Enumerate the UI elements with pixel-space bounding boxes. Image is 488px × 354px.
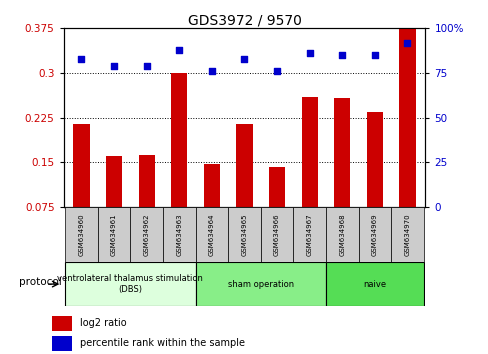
Text: protocol: protocol xyxy=(19,277,61,287)
Point xyxy=(240,56,248,62)
Bar xyxy=(203,164,220,207)
Bar xyxy=(358,207,390,262)
Bar xyxy=(65,262,195,306)
Bar xyxy=(399,28,415,207)
Text: GSM634968: GSM634968 xyxy=(339,213,345,256)
Text: GSM634966: GSM634966 xyxy=(274,213,280,256)
Bar xyxy=(52,316,72,331)
Text: naive: naive xyxy=(363,280,386,289)
Bar xyxy=(73,124,89,207)
Text: GSM634967: GSM634967 xyxy=(306,213,312,256)
Text: GSM634961: GSM634961 xyxy=(111,213,117,256)
Bar xyxy=(268,167,285,207)
Text: ventrolateral thalamus stimulation
(DBS): ventrolateral thalamus stimulation (DBS) xyxy=(58,274,203,294)
Bar xyxy=(138,155,155,207)
Point xyxy=(370,52,378,58)
Bar xyxy=(130,207,163,262)
Point xyxy=(78,56,85,62)
Point xyxy=(338,52,346,58)
Text: GSM634964: GSM634964 xyxy=(208,213,214,256)
Title: GDS3972 / 9570: GDS3972 / 9570 xyxy=(187,13,301,27)
Bar xyxy=(52,336,72,350)
Bar xyxy=(163,207,195,262)
Text: GSM634965: GSM634965 xyxy=(241,213,247,256)
Point xyxy=(273,68,281,74)
Bar xyxy=(325,207,358,262)
Bar xyxy=(366,112,382,207)
Bar xyxy=(228,207,260,262)
Bar xyxy=(195,262,325,306)
Bar xyxy=(293,207,325,262)
Point xyxy=(142,63,150,69)
Bar xyxy=(65,207,98,262)
Text: GSM634962: GSM634962 xyxy=(143,213,149,256)
Bar xyxy=(236,124,252,207)
Bar xyxy=(390,207,423,262)
Point xyxy=(175,47,183,53)
Text: percentile rank within the sample: percentile rank within the sample xyxy=(80,338,244,348)
Text: GSM634969: GSM634969 xyxy=(371,213,377,256)
Point xyxy=(403,40,410,45)
Bar xyxy=(325,262,423,306)
Point xyxy=(110,63,118,69)
Point xyxy=(207,68,215,74)
Point xyxy=(305,51,313,56)
Bar xyxy=(333,98,350,207)
Bar xyxy=(171,73,187,207)
Text: log2 ratio: log2 ratio xyxy=(80,318,126,328)
Bar xyxy=(301,97,317,207)
Bar xyxy=(260,207,293,262)
Text: GSM634970: GSM634970 xyxy=(404,213,409,256)
Bar xyxy=(106,156,122,207)
Text: GSM634963: GSM634963 xyxy=(176,213,182,256)
Bar xyxy=(98,207,130,262)
Text: sham operation: sham operation xyxy=(227,280,293,289)
Text: GSM634960: GSM634960 xyxy=(79,213,84,256)
Bar xyxy=(195,207,228,262)
